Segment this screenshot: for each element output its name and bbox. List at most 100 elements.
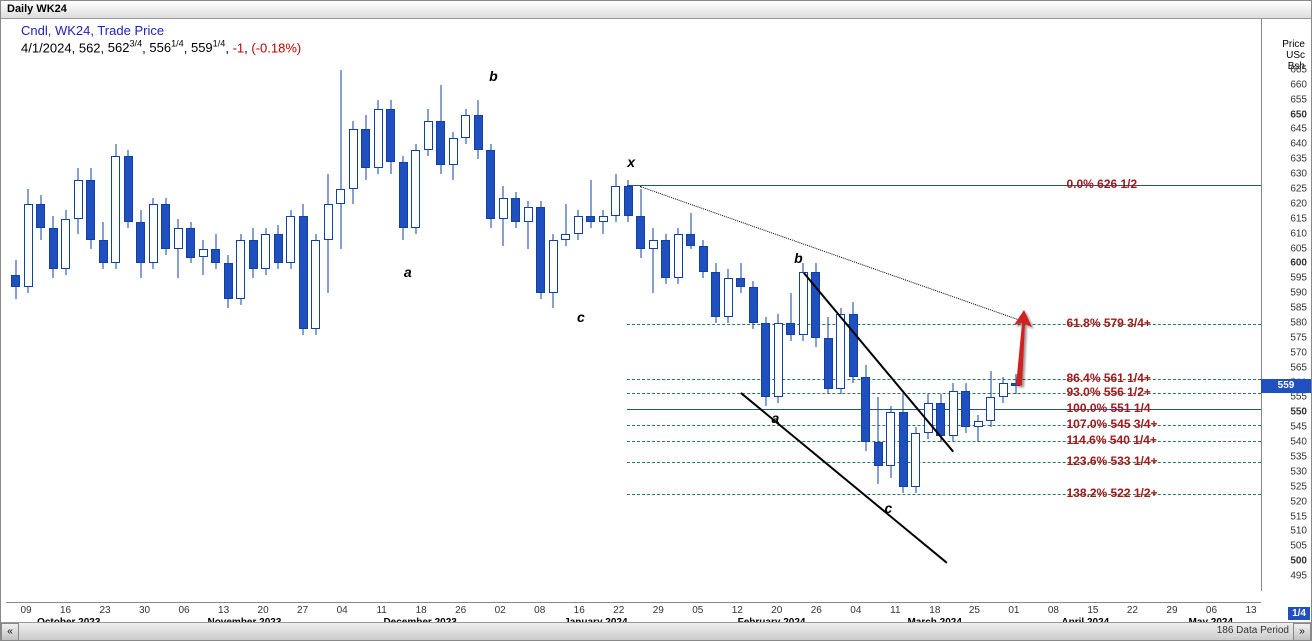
x-tick-day: 29 bbox=[1166, 605, 1177, 616]
candle bbox=[911, 427, 920, 493]
chart-plot-area[interactable]: 0.0% 626 1/261.8% 579 3/4+86.4% 561 1/4+… bbox=[6, 61, 1261, 591]
candle bbox=[186, 222, 195, 264]
y-tick: 500 bbox=[1290, 556, 1307, 567]
y-tick: 620 bbox=[1290, 198, 1307, 209]
y-tick: 550 bbox=[1290, 407, 1307, 418]
x-tick-day: 27 bbox=[297, 605, 308, 616]
x-tick-day: 18 bbox=[416, 605, 427, 616]
candle bbox=[974, 415, 983, 442]
info-close: 5591/4 bbox=[191, 40, 225, 55]
candle bbox=[236, 234, 245, 305]
scroll-right-button[interactable]: » bbox=[1293, 623, 1311, 641]
up-arrow-icon bbox=[1008, 308, 1048, 391]
candle bbox=[886, 406, 895, 477]
y-tick: 510 bbox=[1290, 526, 1307, 537]
y-tick: 640 bbox=[1290, 139, 1307, 150]
candle bbox=[136, 210, 145, 278]
fraction-badge: 1/4 bbox=[1288, 607, 1310, 620]
candle bbox=[349, 121, 358, 204]
x-tick-day: 13 bbox=[218, 605, 229, 616]
wave-label: x bbox=[627, 154, 635, 170]
x-tick-day: 29 bbox=[653, 605, 664, 616]
candle bbox=[411, 144, 420, 233]
x-tick-day: 18 bbox=[929, 605, 940, 616]
fib-label: 123.6% 533 1/4+ bbox=[1066, 454, 1157, 468]
candle bbox=[486, 144, 495, 227]
candle bbox=[24, 189, 33, 293]
scroll-bar: « 186 Data Period » bbox=[1, 622, 1311, 640]
y-tick: 515 bbox=[1290, 511, 1307, 522]
candle bbox=[774, 314, 783, 403]
info-change-pct: (-0.18%) bbox=[251, 40, 301, 55]
candle bbox=[536, 201, 545, 299]
scroll-left-button[interactable]: « bbox=[1, 623, 19, 641]
y-tick: 645 bbox=[1290, 124, 1307, 135]
x-tick-day: 09 bbox=[20, 605, 31, 616]
candle bbox=[874, 397, 883, 483]
candle bbox=[299, 204, 308, 335]
candle bbox=[649, 228, 658, 294]
wave-label: b bbox=[794, 250, 803, 266]
candle bbox=[449, 132, 458, 180]
candle bbox=[86, 168, 95, 248]
info-low: 5561/4 bbox=[149, 40, 183, 55]
candle bbox=[586, 180, 595, 228]
x-tick-day: 08 bbox=[1048, 605, 1059, 616]
candle bbox=[561, 204, 570, 246]
y-tick: 605 bbox=[1290, 243, 1307, 254]
y-tick: 505 bbox=[1290, 541, 1307, 552]
fib-label: 138.2% 522 1/2+ bbox=[1066, 486, 1157, 500]
chart-container: Daily WK24 Cndl, WK24, Trade Price 4/1/2… bbox=[0, 0, 1312, 641]
y-tick: 535 bbox=[1290, 452, 1307, 463]
x-tick-day: 20 bbox=[258, 605, 269, 616]
y-tick: 520 bbox=[1290, 496, 1307, 507]
candle bbox=[711, 263, 720, 323]
x-tick-day: 06 bbox=[1206, 605, 1217, 616]
candle bbox=[636, 189, 645, 257]
fib-line bbox=[627, 462, 1261, 463]
candle bbox=[199, 240, 208, 276]
y-tick: 600 bbox=[1290, 258, 1307, 269]
x-tick-day: 11 bbox=[376, 605, 386, 616]
candle bbox=[611, 174, 620, 222]
candle bbox=[661, 234, 670, 285]
wave-label: c bbox=[577, 309, 585, 325]
fib-line bbox=[627, 494, 1261, 495]
fib-label: 114.6% 540 1/4+ bbox=[1066, 433, 1156, 447]
candle bbox=[749, 281, 758, 329]
x-tick-day: 12 bbox=[732, 605, 743, 616]
y-tick: 630 bbox=[1290, 169, 1307, 180]
candle bbox=[699, 240, 708, 279]
symbol-info-line: Cndl, WK24, Trade Price bbox=[21, 23, 164, 38]
y-tick: 530 bbox=[1290, 466, 1307, 477]
candle bbox=[949, 383, 958, 443]
candle bbox=[311, 234, 320, 335]
y-tick: 555 bbox=[1290, 392, 1307, 403]
candle bbox=[786, 293, 795, 341]
y-tick: 580 bbox=[1290, 318, 1307, 329]
candle bbox=[399, 156, 408, 239]
candle bbox=[74, 168, 83, 234]
x-tick-day: 26 bbox=[811, 605, 822, 616]
x-tick-day: 04 bbox=[850, 605, 861, 616]
candle bbox=[361, 115, 370, 181]
candle bbox=[36, 195, 45, 240]
y-tick: 655 bbox=[1290, 94, 1307, 105]
x-tick-day: 20 bbox=[771, 605, 782, 616]
x-tick-day: 23 bbox=[99, 605, 110, 616]
candle bbox=[11, 260, 20, 299]
time-axis: 0916233006132027041118260208162229051220… bbox=[6, 602, 1261, 620]
price-axis: Price USc Bsh 66566065565064564063563062… bbox=[1261, 19, 1311, 591]
candle bbox=[49, 216, 58, 279]
candle bbox=[249, 228, 258, 279]
y-tick: 570 bbox=[1290, 347, 1307, 358]
fib-line bbox=[627, 324, 1261, 325]
candle bbox=[424, 109, 433, 157]
x-tick-day: 22 bbox=[1127, 605, 1138, 616]
wave-label: b bbox=[489, 68, 498, 84]
fib-label: 100.0% 551 1/4 bbox=[1066, 401, 1150, 415]
candle bbox=[174, 219, 183, 279]
candle bbox=[511, 192, 520, 228]
chart-title: Daily WK24 bbox=[7, 3, 67, 15]
candle bbox=[99, 222, 108, 270]
